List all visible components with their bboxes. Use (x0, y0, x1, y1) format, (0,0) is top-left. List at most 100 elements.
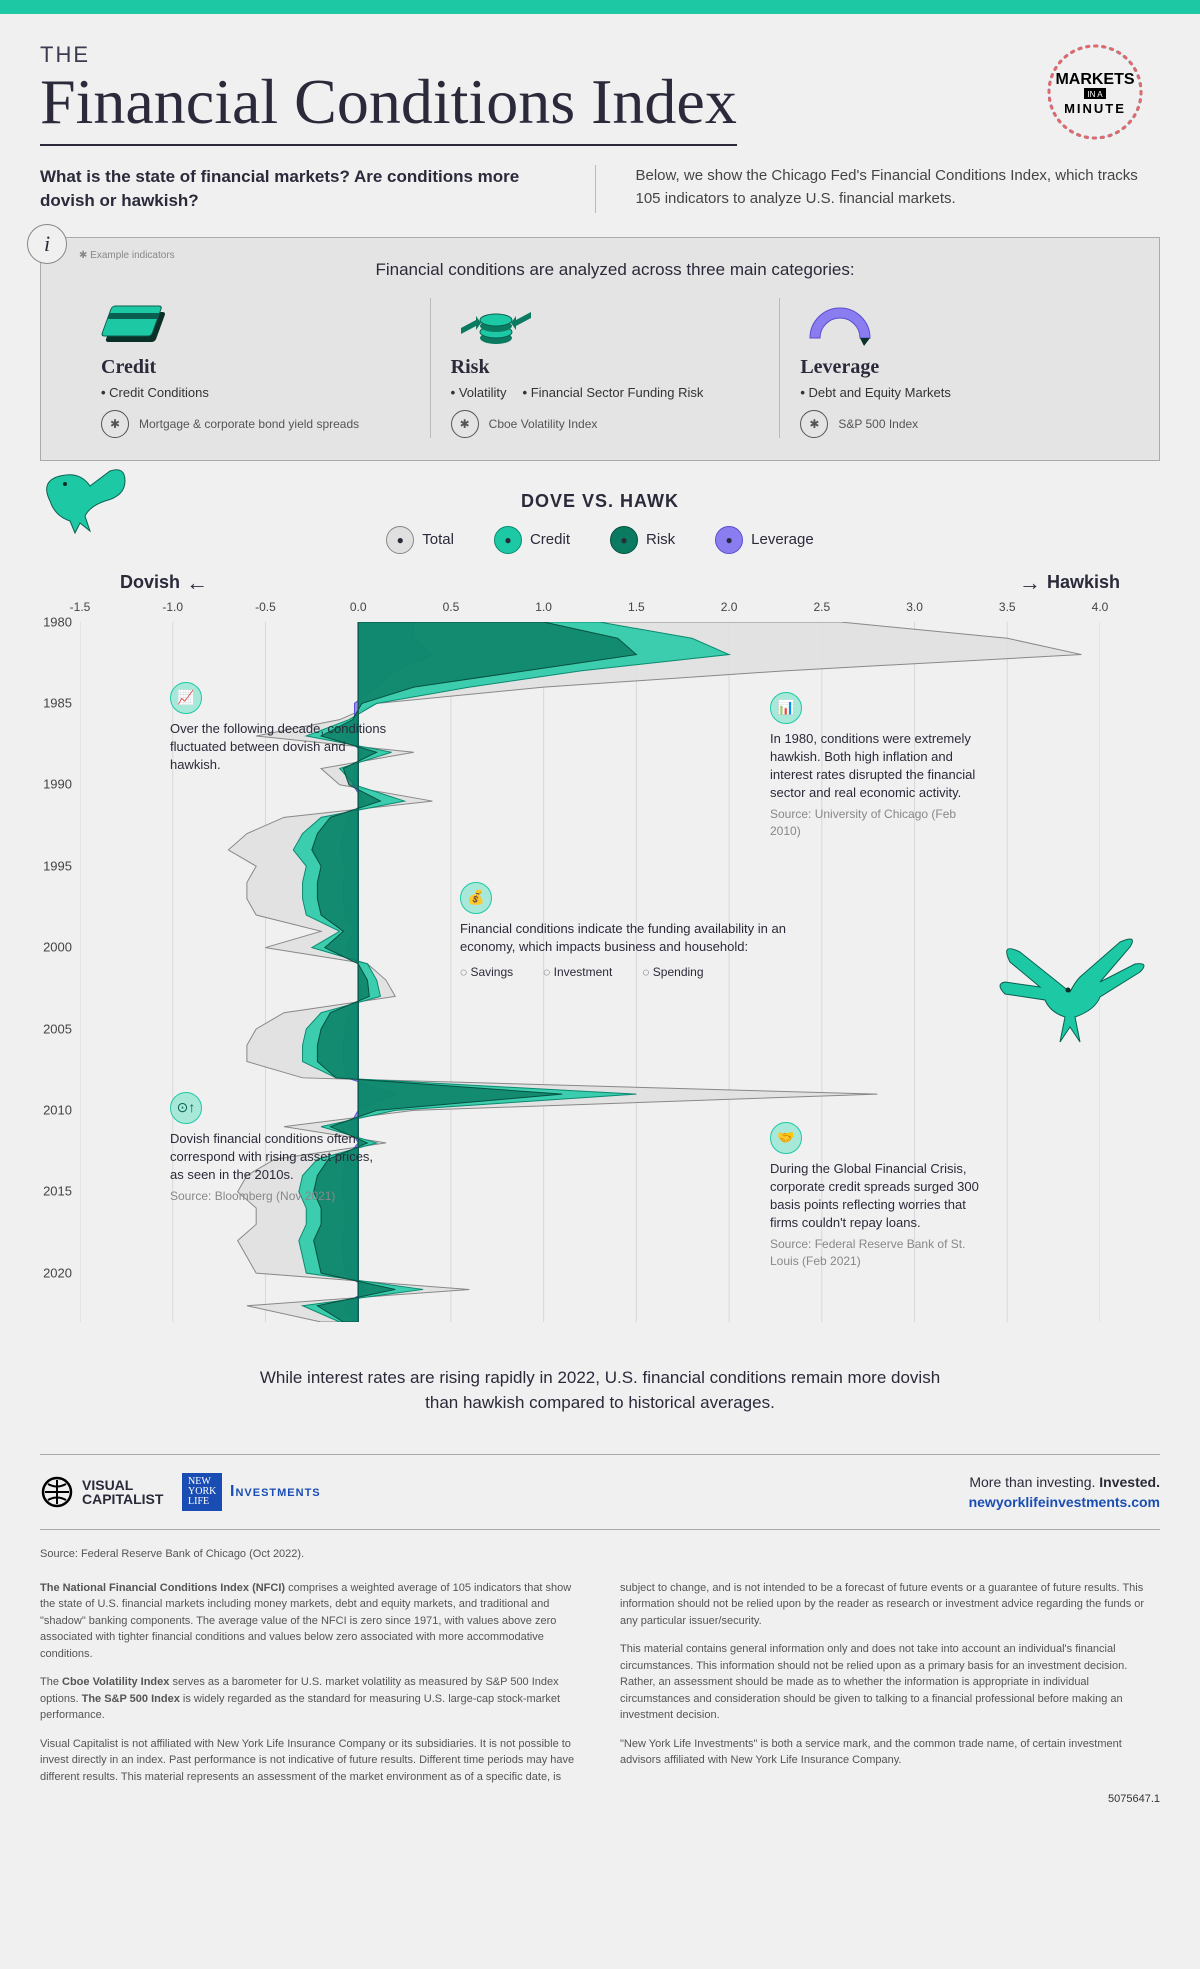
header: THE Financial Conditions Index MARKETS I… (40, 42, 1160, 147)
category-items: Debt and Equity Markets (800, 385, 1109, 400)
legend-item-risk: ● Risk (610, 526, 675, 554)
page-title: Financial Conditions Index (40, 70, 737, 146)
sponsor-url[interactable]: newyorklifeinvestments.com (969, 1494, 1160, 1510)
annotation-text: Over the following decade, conditions fl… (170, 720, 390, 775)
annotation-a2: 📊In 1980, conditions were extremely hawk… (770, 692, 990, 840)
category-leverage: LeverageDebt and Equity Markets✱S&P 500 … (800, 298, 1129, 438)
chart-section: DOVE VS. HAWK ●Total●Credit●Risk●Leverag… (40, 491, 1160, 1430)
annotation-a3: 💰Financial conditions indicate the fundi… (460, 882, 820, 981)
title-block: THE Financial Conditions Index (40, 42, 737, 146)
doc-id: 5075647.1 (40, 1793, 1160, 1805)
x-tick: 2.5 (813, 600, 830, 614)
legend-label: Leverage (751, 531, 814, 548)
panel-title: Financial conditions are analyzed across… (101, 260, 1129, 280)
x-tick: -0.5 (255, 600, 276, 614)
category-items: Credit Conditions (101, 385, 410, 400)
tagline-plain: More than investing. (969, 1474, 1099, 1490)
legend-item-credit: ●Credit (494, 526, 570, 554)
sponsor-right: More than investing. Invested. newyorkli… (969, 1474, 1160, 1510)
annotation-icon: 📈 (170, 682, 202, 714)
x-tick: 4.0 (1092, 600, 1109, 614)
fine-paragraph: The Cboe Volatility Index serves as a ba… (40, 1674, 580, 1724)
logo-text-1: MARKETS (1055, 71, 1134, 88)
arrow-right-icon: → (1019, 570, 1047, 596)
example-indicators-label: Example indicators (79, 250, 175, 261)
category-example: ✱Cboe Volatility Index (451, 410, 760, 438)
sponsor-left: VISUAL CAPITALIST NEW YORK LIFE Investme… (40, 1473, 321, 1511)
x-tick: 2.0 (721, 600, 738, 614)
chart-summary: While interest rates are rising rapidly … (250, 1351, 950, 1430)
y-tick: 1990 (43, 777, 72, 792)
y-tick: 2010 (43, 1102, 72, 1117)
separator (40, 1454, 1160, 1455)
y-tick: 2020 (43, 1265, 72, 1280)
annotation-text: During the Global Financial Crisis, corp… (770, 1160, 990, 1233)
category-risk: Risk VolatilityFinancial Sector Funding R… (451, 298, 781, 438)
info-icon: i (27, 224, 67, 264)
dove-icon (30, 451, 140, 541)
legend-label: Total (422, 531, 454, 548)
sponsor-tagline: More than investing. Invested. (969, 1474, 1160, 1490)
annotation-icon: 📊 (770, 692, 802, 724)
annotation-source: Source: Federal Reserve Bank of St. Loui… (770, 1236, 990, 1270)
visual-capitalist-logo: VISUAL CAPITALIST (40, 1475, 162, 1509)
y-tick: 2015 (43, 1184, 72, 1199)
categories-row: Credit Credit Conditions ✱Mortgage & corpo… (101, 298, 1129, 438)
legend-dot: ● (715, 526, 743, 554)
arrow-left-icon: ← (180, 570, 208, 596)
legend-dot: ● (494, 526, 522, 554)
legend-item-leverage: ● Leverage (715, 526, 814, 554)
nyl-logo: NEW YORK LIFE Investments (182, 1473, 321, 1511)
annotation-icon: 💰 (460, 882, 492, 914)
x-tick: 0.0 (350, 600, 367, 614)
logo-text-3: MINUTE (1064, 101, 1126, 116)
annotation-source: Source: University of Chicago (Feb 2010) (770, 806, 990, 840)
logo-dot-ring: MARKETS IN A MINUTE (1030, 42, 1160, 142)
annotation-icon: ⊙↑ (170, 1092, 202, 1124)
intro-row: What is the state of financial markets? … (40, 165, 1160, 213)
coins-icon (451, 298, 760, 348)
category-credit: Credit Credit Conditions ✱Mortgage & corpo… (101, 298, 431, 438)
logo-text-2: IN A (1087, 90, 1103, 99)
annotation-a4: ⊙↑ Dovish financial conditions often corr… (170, 1092, 390, 1205)
card-icon (101, 298, 410, 348)
categories-panel: i Example indicators Financial condition… (40, 237, 1160, 461)
y-tick: 1995 (43, 858, 72, 873)
chart-title: DOVE VS. HAWK (40, 491, 1160, 512)
y-tick: 2000 (43, 940, 72, 955)
annotation-text: Dovish financial conditions often corres… (170, 1130, 390, 1185)
category-example: ✱S&P 500 Index (800, 410, 1109, 438)
y-tick: 2005 (43, 1021, 72, 1036)
vc-text: VISUAL CAPITALIST (82, 1478, 162, 1506)
axis-labels-row: Dovish ← → Hawkish (120, 570, 1120, 596)
markets-in-a-minute-logo: MARKETS IN A MINUTE (1030, 42, 1160, 147)
annotation-source: Source: Bloomberg (Nov 2021) (170, 1188, 390, 1205)
tagline-bold: Invested. (1099, 1474, 1160, 1490)
annotation-a1: 📈 Over the following decade, conditions f… (170, 682, 390, 775)
category-example: ✱Mortgage & corporate bond yield spreads (101, 410, 410, 438)
annotation-icon: 🤝 (770, 1122, 802, 1154)
legend-dot: ● (610, 526, 638, 554)
legend-dot: ● (386, 526, 414, 554)
chart-legend: ●Total●Credit●Risk●Leverage (40, 526, 1160, 554)
legend-label: Risk (646, 531, 675, 548)
x-tick: -1.5 (70, 600, 91, 614)
nyl-box: NEW YORK LIFE (182, 1473, 222, 1511)
x-tick: 3.5 (999, 600, 1016, 614)
dovish-label: Dovish (120, 572, 180, 593)
x-tick: 3.0 (906, 600, 923, 614)
category-name: Credit (101, 356, 410, 379)
separator-2 (40, 1529, 1160, 1530)
arc-icon (800, 298, 1109, 348)
intro-question: What is the state of financial markets? … (40, 165, 596, 213)
intro-description: Below, we show the Chicago Fed's Financi… (636, 165, 1161, 213)
category-items: VolatilityFinancial Sector Funding Risk (451, 385, 760, 400)
annotation-a5: 🤝 During the Global Financial Crisis, cor… (770, 1122, 990, 1270)
page: THE Financial Conditions Index MARKETS I… (0, 14, 1200, 1833)
nyl-text: Investments (230, 1483, 321, 1501)
hawkish-label: Hawkish (1047, 572, 1120, 593)
fine-paragraph: This material contains general informati… (620, 1641, 1160, 1724)
hawk-icon (990, 922, 1150, 1062)
category-name: Risk (451, 356, 760, 379)
y-tick: 1980 (43, 614, 72, 629)
